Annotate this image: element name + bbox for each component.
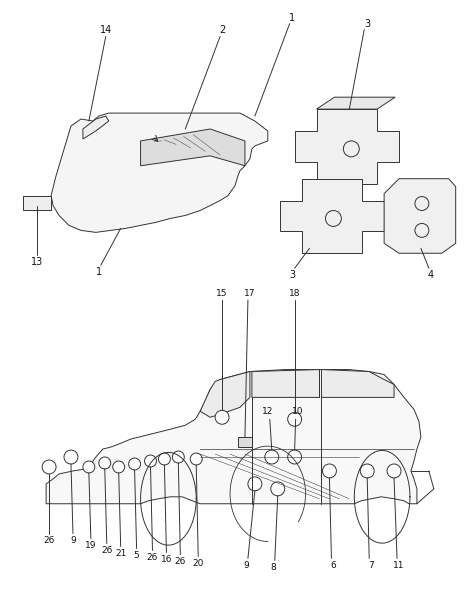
Polygon shape [316,97,395,109]
Circle shape [360,464,374,478]
Text: 9: 9 [70,536,76,545]
Text: 20: 20 [193,559,204,568]
Circle shape [42,460,56,474]
Text: 14: 14 [100,25,112,35]
Text: 13: 13 [31,257,43,267]
Text: 7: 7 [368,561,374,570]
Text: 18: 18 [289,289,300,297]
Text: 21: 21 [115,549,126,558]
Text: 1: 1 [289,12,295,22]
Text: 8: 8 [270,563,275,572]
Circle shape [322,464,337,478]
Polygon shape [83,116,109,139]
Text: 17: 17 [244,289,256,297]
Text: 3: 3 [290,270,296,280]
Polygon shape [141,129,245,166]
Circle shape [265,450,279,464]
Polygon shape [200,372,250,417]
Polygon shape [23,196,51,210]
Polygon shape [384,178,456,253]
Circle shape [113,461,125,473]
Circle shape [271,482,285,496]
Text: 3: 3 [364,19,370,29]
Text: 19: 19 [85,541,97,550]
Text: 11: 11 [393,561,405,570]
Text: 6: 6 [330,561,337,570]
Circle shape [288,450,302,464]
Circle shape [190,453,202,465]
Polygon shape [252,369,320,398]
Circle shape [215,411,229,424]
Polygon shape [238,437,252,447]
Circle shape [248,477,262,491]
Circle shape [129,458,141,470]
Circle shape [145,455,157,467]
Text: 26: 26 [101,546,112,555]
Text: 26: 26 [43,536,55,545]
Circle shape [288,412,302,426]
Polygon shape [280,178,384,253]
Text: 5: 5 [133,551,140,560]
Polygon shape [51,113,268,233]
Circle shape [387,464,401,478]
Text: 1: 1 [96,267,102,277]
Text: 26: 26 [147,553,158,562]
Text: 10: 10 [292,407,303,416]
Text: 16: 16 [161,555,172,564]
Circle shape [83,461,95,473]
Circle shape [99,457,111,469]
Circle shape [172,451,184,463]
Text: 26: 26 [175,557,186,566]
Polygon shape [295,109,399,184]
Polygon shape [46,369,421,504]
Text: 12: 12 [262,407,274,416]
Circle shape [64,450,78,464]
Polygon shape [321,369,394,398]
Circle shape [158,453,171,465]
Text: 15: 15 [216,289,228,297]
Text: 9: 9 [243,561,249,570]
Text: 4: 4 [428,270,434,280]
Text: 2: 2 [219,25,225,35]
